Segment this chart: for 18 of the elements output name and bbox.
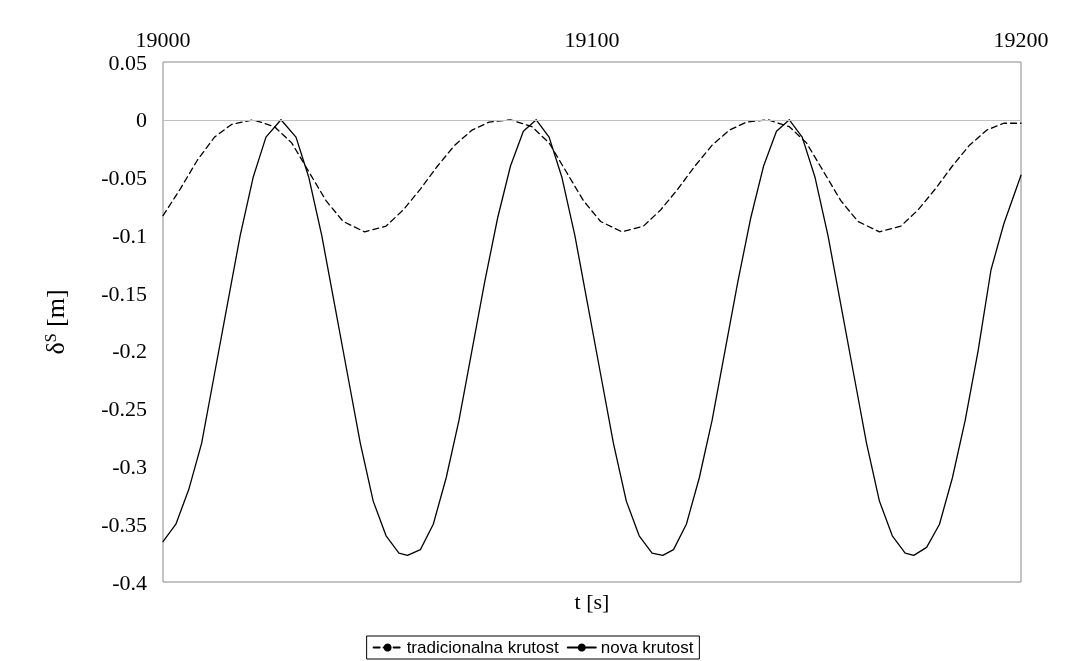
legend-label: nova krutost — [600, 638, 694, 657]
legend-label: tradicionalna krutost — [406, 638, 560, 657]
x-tick-label: 19200 — [993, 26, 1049, 52]
y-tick-label: -0.35 — [101, 511, 147, 537]
y-tick-label: -0.4 — [112, 569, 147, 595]
x-axis-title: t [s] — [574, 588, 610, 614]
x-tick-label: 19100 — [564, 26, 620, 52]
line-series — [162, 119, 1022, 557]
y-tick-label: 0.05 — [108, 49, 147, 75]
y-tick-label: -0.25 — [101, 396, 147, 422]
y-tick-label: -0.3 — [112, 453, 147, 479]
y-tick-label: -0.05 — [101, 165, 147, 191]
y-tick-label: -0.15 — [101, 280, 147, 306]
y-tick-label: -0.1 — [112, 222, 147, 248]
y-tick-label: -0.2 — [112, 338, 147, 364]
x-tick-label: 19000 — [135, 26, 191, 52]
y-tick-label: 0 — [136, 107, 147, 133]
y-axis-title: δS [m] — [40, 289, 70, 355]
